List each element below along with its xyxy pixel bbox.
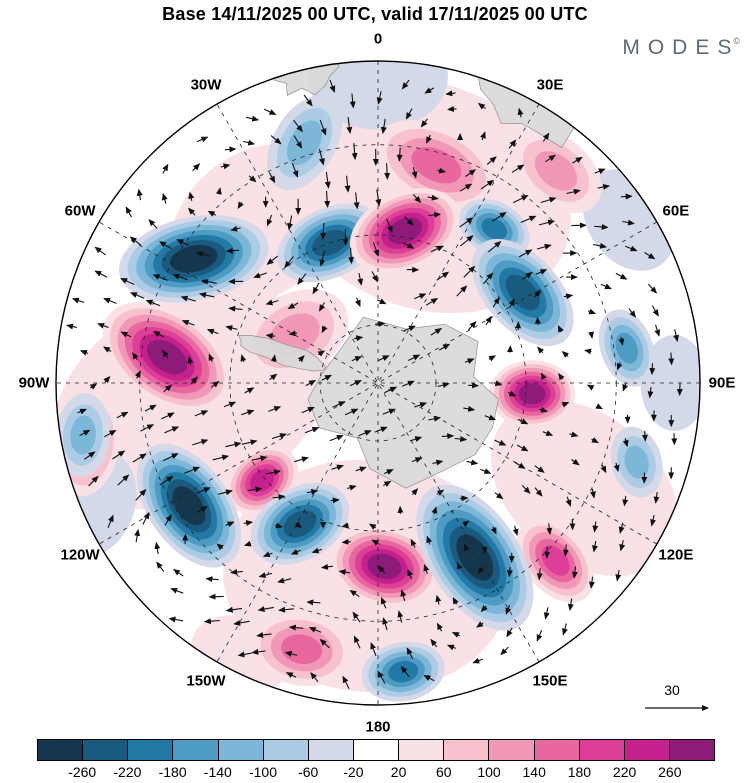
colorbar-tick: -140 [203, 764, 232, 780]
colorbar: -260 -220 -180 -140 -100 -60 -20 20 60 100 140 180 2… [37, 739, 715, 781]
anomaly-contour [518, 383, 546, 405]
colorbar-tick: 100 [477, 764, 501, 780]
colorbar-cell [128, 740, 174, 760]
colorbar-tick: 20 [390, 764, 407, 780]
lon-label-30E: 30E [537, 77, 564, 94]
page-title: Base 14/11/2025 00 UTC, valid 17/11/2025… [162, 4, 588, 24]
anomaly-tint [640, 335, 700, 431]
colorbar-tick: -180 [158, 764, 187, 780]
lon-label-150W: 150W [186, 672, 226, 689]
colorbar-tick: 60 [436, 764, 452, 780]
map-field [56, 61, 700, 705]
colorbar-tick: 260 [658, 764, 682, 780]
copyright-icon: © [733, 36, 740, 46]
colorbar-cell [263, 740, 309, 760]
lon-label-60E: 60E [663, 203, 690, 220]
colorbar-cell [534, 740, 580, 760]
anomaly-contour [250, 468, 275, 492]
colorbar-cell [308, 740, 354, 760]
lon-label-180: 180 [365, 719, 390, 736]
longitude-labels: 0 30E 60E 90E 120E 150E 180 150W 120W 90W 60W 30W [19, 31, 736, 736]
wind-arrows [66, 79, 683, 689]
colorbar-cell [218, 740, 264, 760]
lon-label-90E: 90E [709, 375, 736, 392]
colorbar-cell [444, 740, 490, 760]
modes-logo: MODES© [622, 36, 740, 60]
colorbar-cell [624, 740, 670, 760]
lon-label-60W: 60W [65, 203, 97, 220]
graticule [56, 61, 700, 705]
anomaly-contour [411, 147, 462, 184]
colorbar-tick: 140 [522, 764, 546, 780]
anomaly-contour [481, 217, 508, 240]
anomaly-contour [172, 486, 206, 526]
polar-anomaly-map: 0 30E 60E 90E 120E 150E 180 150W 120W 90W 60W 30W 30 [19, 31, 736, 736]
colorbar-tick: -20 [343, 764, 364, 780]
lon-label-0: 0 [374, 31, 382, 48]
colorbar-tick: -220 [113, 764, 142, 780]
colorbar-cell [83, 740, 129, 760]
anomaly-contour [170, 245, 218, 273]
colorbar-cell [489, 740, 535, 760]
colorbar-tick: -100 [248, 764, 278, 780]
anomaly-contour [624, 445, 649, 479]
modes-logo-text: MODES [622, 36, 740, 59]
anomaly-tint [308, 61, 448, 130]
colorbar-labels: -260 -220 -180 -140 -100 -60 -20 20 60 100 140 180 2… [37, 761, 715, 781]
map-boundary [55, 60, 701, 706]
colorbar-cell [173, 740, 219, 760]
colorbar-cell [399, 740, 445, 760]
colorbar-cells [37, 739, 715, 761]
colorbar-tick: 220 [612, 764, 637, 780]
lon-label-30W: 30W [191, 77, 223, 94]
lon-label-120E: 120E [658, 547, 693, 564]
vector-scale-label: 30 [664, 682, 680, 698]
anomaly-contour [534, 151, 578, 191]
lon-label-90W: 90W [19, 375, 51, 392]
colorbar-tick: -260 [68, 764, 97, 780]
colorbar-cell [353, 740, 400, 760]
land-mass [268, 61, 340, 96]
colorbar-tick: 180 [567, 764, 592, 780]
colorbar-cell [38, 740, 84, 760]
colorbar-cell [579, 740, 625, 760]
colorbar-tick: -60 [298, 764, 319, 780]
lon-label-150E: 150E [532, 672, 567, 689]
colorbar-cell [669, 740, 715, 760]
lon-label-120W: 120W [61, 547, 101, 564]
vector-scale: 30 [645, 682, 709, 711]
